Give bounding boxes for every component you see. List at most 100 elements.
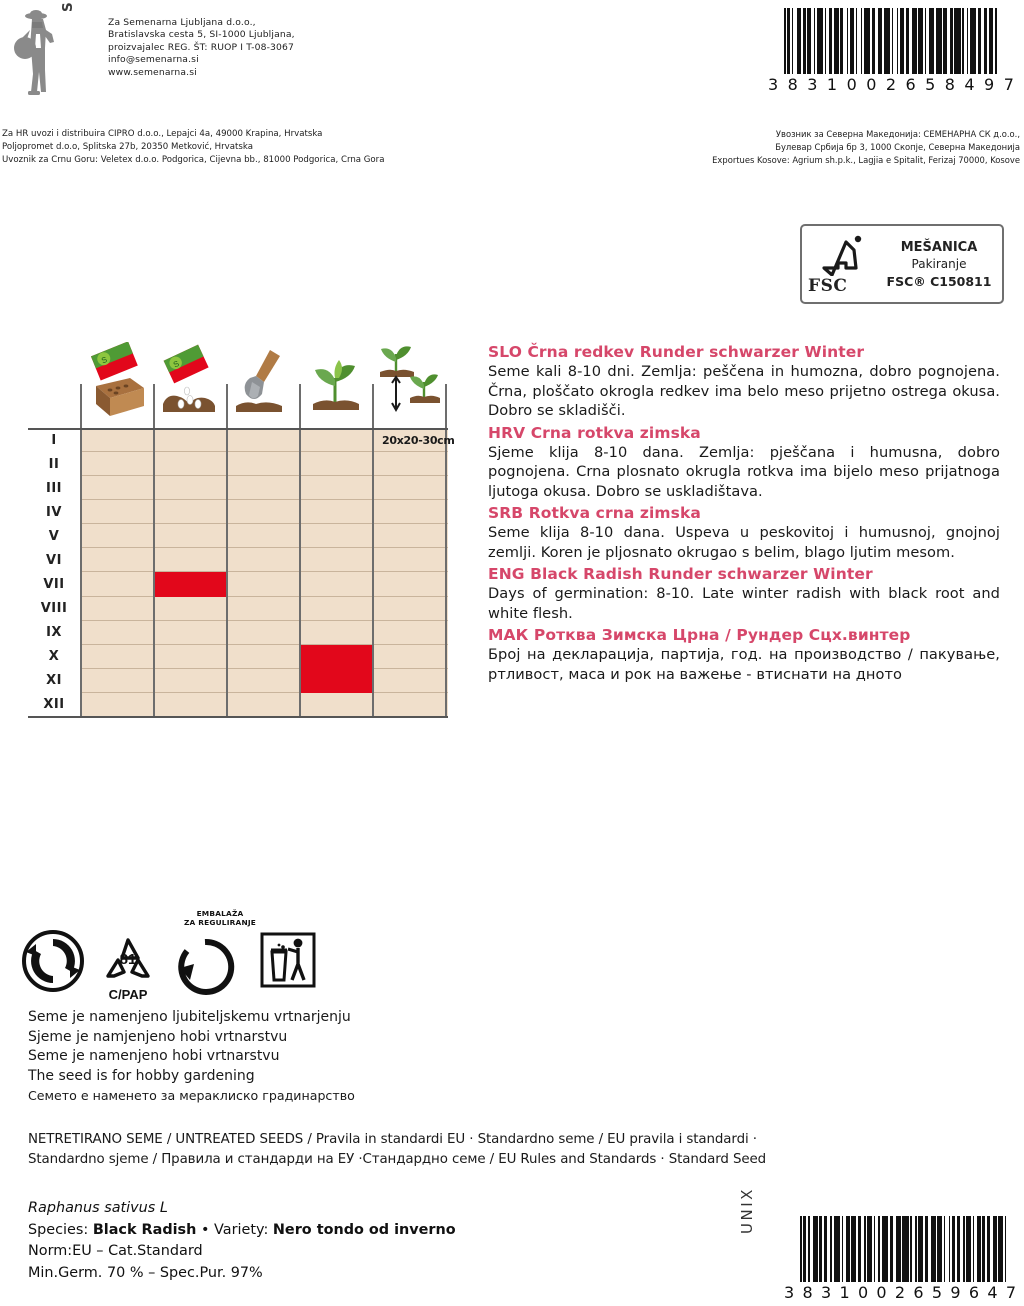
barcode-bar [916, 1216, 919, 1282]
barcode-digit: 4 [987, 1283, 1000, 1302]
barcode-bar [898, 8, 900, 74]
barcode-bar [839, 1216, 842, 1282]
barcode-bar [945, 1216, 949, 1282]
calendar-row-label-vii: VII [28, 572, 80, 598]
barcode-bar [833, 1216, 840, 1282]
barcode-digit: 9 [950, 1283, 963, 1302]
barcode-bar [857, 8, 861, 74]
calendar-cell-growing-ix [300, 620, 375, 645]
calendar-cell-transplant-vi [227, 548, 301, 573]
species-label: Species: [28, 1221, 89, 1238]
packaging-label-line1: EMBALAŽA [196, 909, 244, 918]
fsc-line1: MEŠANICA [900, 239, 978, 255]
barcode-bar [1003, 1216, 1005, 1282]
calendar-col-seedbox: S [80, 341, 153, 428]
calendar-cell-seedbox-iii [80, 476, 154, 501]
hobby-line-mak: Семето е наменето за мераклиско градинар… [28, 1088, 355, 1103]
description-title-mak: МАК Ротква Зимска Црна / Рундер Сцх.винт… [488, 626, 911, 644]
calendar-vline-1 [80, 384, 82, 717]
calendar-row-label-iv: IV [28, 500, 80, 526]
barcode-bar [918, 8, 924, 74]
barcode-bar [915, 1216, 917, 1282]
barcode-bar [998, 1216, 1004, 1282]
company-line-3: proizvajalec REG. ŠT: RUOP I T-08-3067 [108, 41, 295, 53]
barcode-bar [823, 1216, 828, 1282]
calendar-row-label-xii: XII [28, 692, 80, 718]
company-website: www.semenarna.si [108, 66, 197, 78]
calendar-cell-transplant-ii [227, 452, 301, 477]
barcode-bar [802, 8, 806, 74]
barcode-bar [910, 1216, 912, 1282]
calendar-cell-sowing-viii [153, 596, 228, 621]
distributor-mk-1: Увозник за Северна Македонија: СЕМЕНАРНА… [775, 129, 1020, 139]
calendar-cell-sowing-iv [153, 500, 228, 525]
barcode-bar [877, 8, 883, 74]
calendar-col-sowing: S [153, 342, 226, 428]
barcode-bar [865, 1216, 868, 1282]
unix-label: UNIX [738, 1187, 756, 1234]
calendar-cell-seedbox-ii [80, 452, 154, 477]
calendar-row-cells [80, 572, 448, 597]
calendar-cell-sowing-xi [153, 668, 228, 693]
seedling-icon [313, 360, 359, 410]
calendar-cell-seedbox-viii [80, 596, 154, 621]
barcode-bar [840, 8, 844, 74]
distributor-me: Uvoznik za Crnu Goru: Veletex d.o.o. Pod… [2, 155, 385, 165]
barcode-bar [987, 1216, 991, 1282]
calendar-cell-spacing-iii [374, 476, 448, 501]
barcode-bar [823, 8, 825, 74]
barcode-bar [980, 1216, 983, 1282]
barcode-bar [1006, 1216, 1010, 1282]
barcode-bar [959, 1216, 964, 1282]
calendar-vline-2 [153, 384, 155, 717]
calendar-cell-spacing-ii [374, 452, 448, 477]
barcode-bar [935, 8, 942, 74]
calendar-row: VIII [28, 596, 448, 622]
hobby-gardening-lines: Seme je namenjeno ljubiteljskemu vrtnarj… [28, 1008, 648, 1106]
green-dot-symbol [22, 930, 84, 996]
barcode-bar [963, 1216, 965, 1282]
barcode-bar [964, 1216, 967, 1282]
barcode-bar [838, 8, 841, 74]
barcode-bar [854, 8, 856, 74]
barcode-digit: 3 [820, 1283, 834, 1302]
company-line-2: Bratislavska cesta 5, SI-1000 Ljubljana, [108, 29, 295, 41]
barcode-bar [949, 8, 953, 74]
calendar-cell-transplant-viii [227, 596, 301, 621]
calendar-vline-4 [299, 384, 301, 717]
company-email: info@semenarna.si [108, 54, 199, 66]
calendar-row: XII [28, 692, 448, 718]
barcode-bar [1004, 1216, 1007, 1282]
barcode-bar [892, 1216, 896, 1282]
calendar-cell-spacing-ix [374, 620, 448, 645]
barcode-bar [984, 8, 988, 74]
description-title-eng: ENG Black Radish Runder schwarzer Winter [488, 565, 873, 583]
barcode-bar [994, 8, 997, 74]
barcode-bar [824, 8, 827, 74]
fsc-mark: FSC [802, 226, 876, 302]
trowel-icon [236, 350, 282, 412]
calendar-cell-transplant-xi [227, 668, 301, 693]
barcode-bar [896, 8, 899, 74]
calendar-topline [28, 428, 448, 430]
barcode-bottom-bars [784, 1216, 1018, 1282]
barcode-bar [993, 1216, 997, 1282]
barcode-bar [830, 1216, 832, 1282]
barcode-digit: 8 [944, 75, 957, 94]
hobby-line-hrv: Sjeme je namjenjeno hobi vrtnarstvu [28, 1028, 288, 1045]
calendar-row-cells [80, 620, 448, 645]
barcode-bar [987, 8, 989, 74]
plant-spacing-label: 20x20-30cm [382, 434, 455, 447]
barcode-bar [954, 8, 961, 74]
barcode-bar [884, 8, 891, 74]
barcode-bar [977, 8, 981, 74]
barcode-digit: 3 [807, 75, 820, 94]
calendar-row-label-vi: VI [28, 548, 80, 574]
barcode-bar [855, 1216, 858, 1282]
barcode-bar [793, 8, 797, 74]
calendar-row-cells [80, 548, 448, 573]
barcode-digit: 0 [857, 1283, 871, 1302]
do-not-litter-bin-icon [260, 932, 316, 988]
